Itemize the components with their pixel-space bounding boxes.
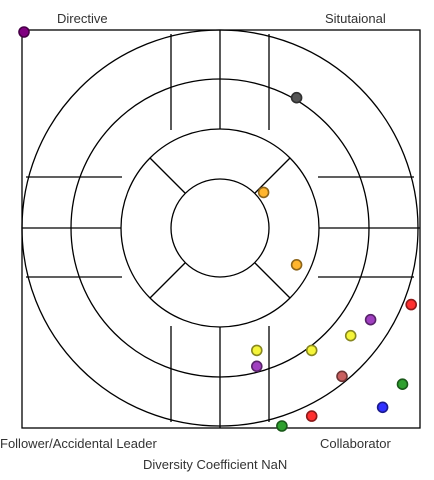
diagonal-line — [254, 157, 291, 194]
data-point-13[interactable] — [376, 401, 389, 414]
quadrant-diagram — [21, 29, 421, 429]
data-point-11[interactable] — [336, 370, 348, 383]
data-point-14[interactable] — [305, 410, 318, 422]
data-points — [18, 26, 418, 432]
data-point-5[interactable] — [405, 298, 418, 311]
data-point-15[interactable] — [276, 420, 288, 432]
data-point-7[interactable] — [344, 329, 357, 342]
label-follower-accidental-leader: Follower/Accidental Leader — [0, 436, 157, 451]
data-point-8[interactable] — [250, 344, 263, 357]
data-point-10[interactable] — [250, 360, 263, 373]
label-collaborator: Collaborator — [320, 436, 391, 451]
diagonal-line — [149, 262, 186, 299]
data-point-4[interactable] — [290, 258, 303, 271]
data-point-12[interactable] — [396, 378, 409, 391]
ring-center — [170, 178, 270, 278]
diagonal-line — [254, 262, 291, 299]
data-point-9[interactable] — [305, 344, 318, 357]
data-point-1[interactable] — [18, 26, 30, 38]
data-point-3[interactable] — [257, 186, 270, 199]
label-directive: Directive — [57, 11, 108, 26]
label-situational: Situtaional — [325, 11, 386, 26]
data-point-2[interactable] — [290, 91, 303, 104]
diversity-coefficient-label: Diversity Coefficient NaN — [143, 457, 288, 472]
diagonal-line — [149, 157, 186, 194]
data-point-6[interactable] — [364, 313, 377, 326]
